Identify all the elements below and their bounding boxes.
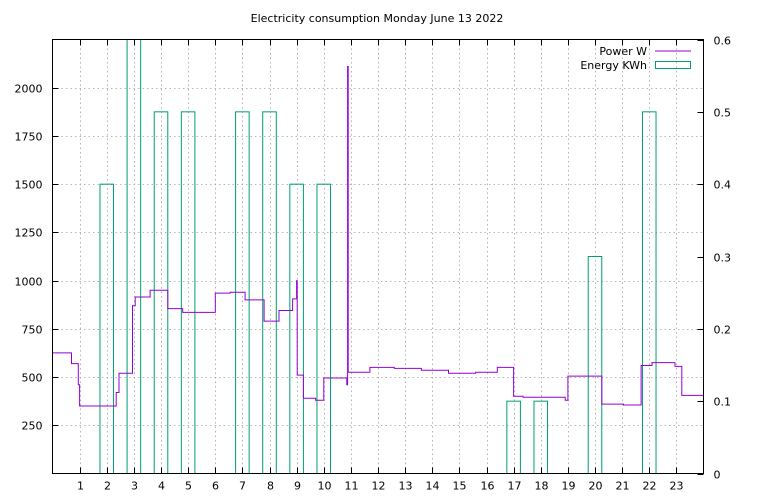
energy-bar <box>289 183 304 475</box>
y-right-tick-label: 0 <box>714 469 721 482</box>
energy-bar <box>262 111 277 474</box>
x-tick-label: 9 <box>294 480 301 493</box>
y-right-tick-label: 0.4 <box>714 179 732 192</box>
energy-bar <box>153 111 169 474</box>
energy-bar <box>506 400 521 474</box>
x-tick-label: 5 <box>185 480 192 493</box>
tick-marks <box>52 39 704 475</box>
x-tick-label: 12 <box>372 480 386 493</box>
x-tick-label: 2 <box>104 480 111 493</box>
tick-labels: 1 2 3 4 5 6 7 8 9 10 11 12 13 14 15 16 17 18 19 20 21 22 23250… <box>15 35 732 493</box>
y-left-tick-label: 1250 <box>15 227 43 240</box>
x-tick-label: 8 <box>267 480 274 493</box>
x-tick-label: 4 <box>158 480 165 493</box>
energy-series <box>99 39 657 475</box>
energy-bar <box>99 183 115 475</box>
energy-bar <box>316 183 332 475</box>
y-left-tick-label: 2000 <box>15 83 43 96</box>
legend-label-power: Power W <box>599 45 647 58</box>
x-tick-label: 3 <box>131 480 138 493</box>
x-tick-label: 23 <box>670 480 684 493</box>
x-tick-label: 13 <box>399 480 413 493</box>
y-left-tick-label: 1500 <box>15 179 43 192</box>
power-line <box>52 66 704 407</box>
x-tick-label: 21 <box>616 480 630 493</box>
y-left-tick-label: 500 <box>22 372 43 385</box>
y-right-tick-label: 0.2 <box>714 324 732 337</box>
legend: Power W Energy KWh <box>580 45 691 72</box>
chart-title: Electricity consumption Monday June 13 2… <box>251 12 504 25</box>
y-left-tick-label: 1750 <box>15 131 43 144</box>
y-right-tick-label: 0.1 <box>714 396 732 409</box>
energy-bar <box>533 400 549 474</box>
x-tick-label: 18 <box>535 480 549 493</box>
y-left-tick-label: 750 <box>22 324 43 337</box>
y-right-tick-label: 0.3 <box>714 252 732 265</box>
x-tick-label: 10 <box>318 480 332 493</box>
y-left-tick-label: 250 <box>22 420 43 433</box>
x-tick-label: 7 <box>239 480 246 493</box>
x-tick-label: 17 <box>508 480 522 493</box>
legend-label-energy: Energy KWh <box>580 59 647 72</box>
x-tick-label: 11 <box>345 480 359 493</box>
x-tick-label: 22 <box>643 480 657 493</box>
x-tick-label: 20 <box>589 480 603 493</box>
grid <box>52 39 704 474</box>
x-tick-label: 6 <box>212 480 219 493</box>
x-tick-label: 14 <box>426 480 440 493</box>
y-right-tick-label: 0.6 <box>714 35 732 48</box>
y-right-tick-label: 0.5 <box>714 107 732 120</box>
power-series <box>52 66 704 407</box>
plot-frame <box>52 39 704 474</box>
x-tick-label: 19 <box>562 480 576 493</box>
legend-swatch-energy <box>655 61 691 69</box>
x-tick-label: 1 <box>77 480 84 493</box>
energy-bar <box>587 256 603 474</box>
x-tick-label: 16 <box>481 480 495 493</box>
y-left-tick-label: 1000 <box>15 276 43 289</box>
x-tick-label: 15 <box>453 480 467 493</box>
energy-bar <box>126 39 142 474</box>
